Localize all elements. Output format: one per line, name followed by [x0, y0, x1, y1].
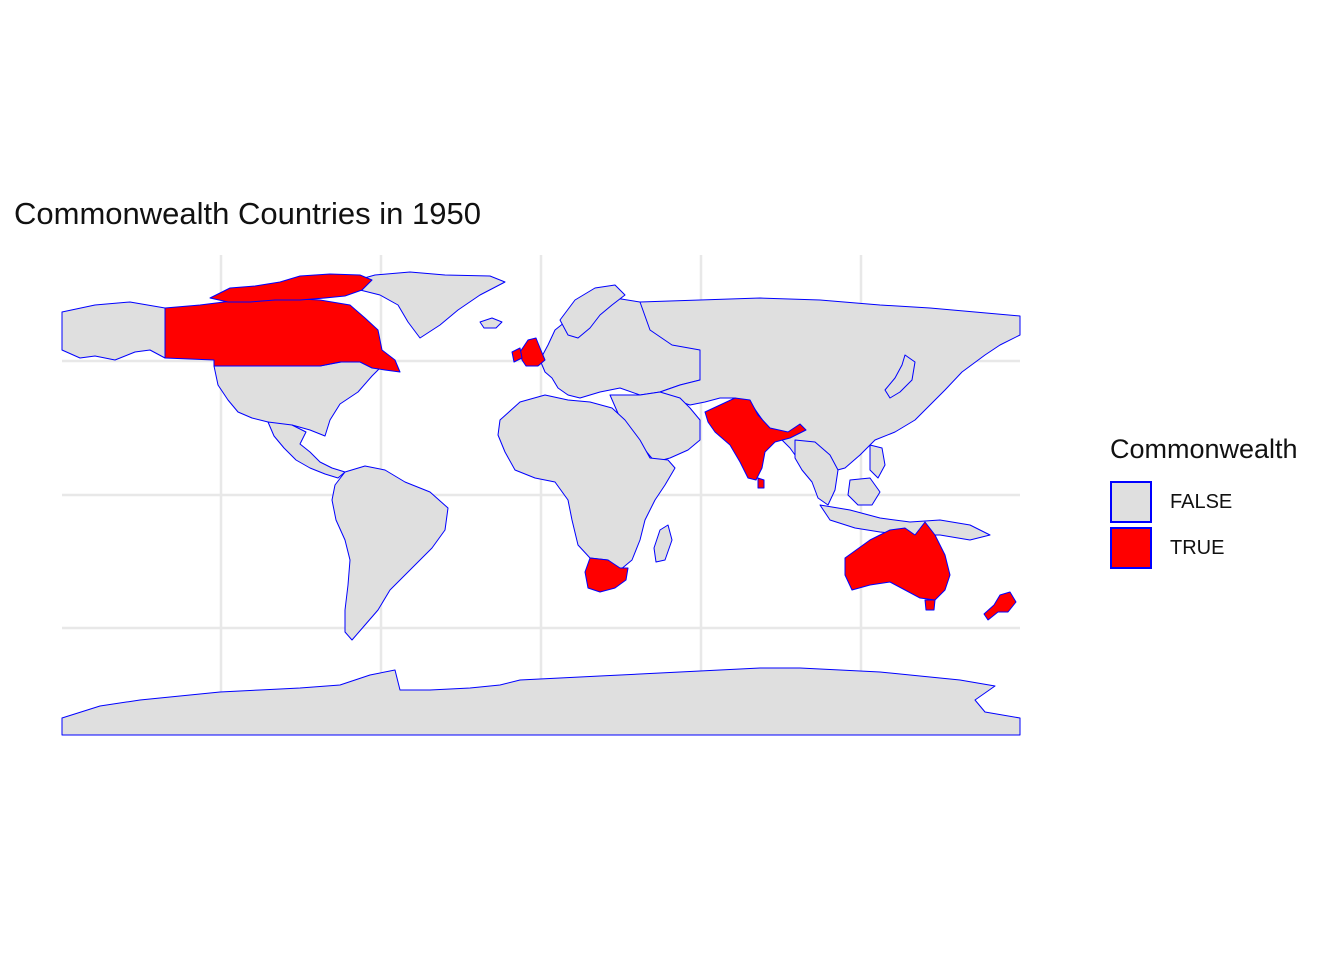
- alaska: [61, 301, 166, 361]
- map-title: Commonwealth Countries in 1950: [14, 196, 481, 231]
- scandinavia: [559, 284, 626, 339]
- russia-asia: [639, 297, 1021, 473]
- indochina: [794, 439, 839, 506]
- ireland: [511, 347, 523, 363]
- united-kingdom: [519, 337, 546, 367]
- new-zealand: [983, 591, 1017, 621]
- legend-label-true: TRUE: [1170, 536, 1225, 559]
- philippines: [869, 444, 886, 479]
- iceland: [479, 317, 503, 329]
- greenland: [349, 271, 506, 339]
- legend-label-false: FALSE: [1170, 490, 1233, 513]
- legend-title: Commonwealth: [1110, 434, 1298, 464]
- africa: [497, 394, 676, 571]
- legend-item-true: TRUE: [1110, 525, 1298, 571]
- legend-item-false: FALSE: [1110, 479, 1298, 525]
- tasmania: [924, 599, 936, 611]
- madagascar: [653, 524, 673, 563]
- legend-key-false: [1110, 481, 1152, 523]
- india-pakistan: [704, 397, 807, 481]
- japan: [884, 354, 916, 399]
- legend-key-true: [1110, 527, 1152, 569]
- south-america: [331, 465, 449, 641]
- legend: Commonwealth FALSE TRUE: [1110, 434, 1298, 571]
- indonesia: [819, 504, 991, 541]
- australia: [844, 521, 951, 601]
- borneo: [847, 477, 881, 506]
- south-africa: [584, 557, 629, 593]
- canadian-arctic-islands: [209, 273, 373, 303]
- antarctica: [61, 667, 1021, 736]
- sri-lanka: [757, 477, 765, 489]
- central-america: [267, 421, 346, 479]
